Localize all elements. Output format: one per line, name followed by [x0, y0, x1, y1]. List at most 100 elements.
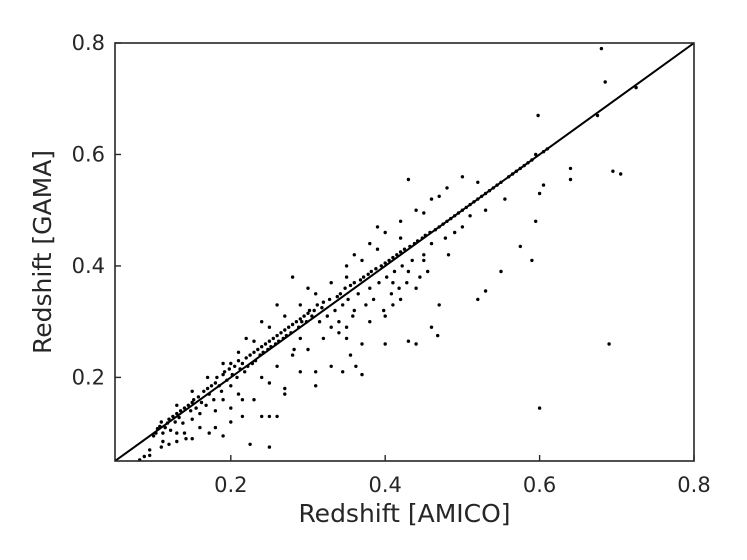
data-point	[221, 372, 225, 377]
data-point	[599, 46, 604, 51]
data-point	[290, 322, 295, 327]
data-point	[186, 403, 190, 407]
data-point	[341, 303, 345, 307]
data-point	[306, 311, 310, 315]
data-point	[607, 342, 611, 346]
data-point	[221, 398, 225, 402]
data-point	[327, 297, 332, 302]
data-point	[219, 389, 224, 393]
data-point	[371, 297, 376, 302]
data-point	[398, 236, 403, 240]
data-point	[333, 308, 337, 313]
data-point	[209, 384, 214, 388]
data-point	[196, 395, 201, 399]
data-point	[348, 353, 353, 357]
data-point	[198, 425, 202, 430]
data-point	[329, 325, 333, 329]
data-point	[391, 255, 395, 260]
data-point	[406, 269, 411, 274]
data-point	[229, 406, 233, 410]
y-tick-label: 0.8	[72, 31, 105, 55]
data-point	[364, 303, 368, 307]
data-point	[541, 183, 546, 187]
data-point	[429, 241, 434, 246]
data-point	[383, 261, 387, 265]
data-point	[429, 197, 434, 201]
data-point	[151, 434, 156, 438]
data-point	[290, 275, 295, 279]
data-point	[611, 169, 615, 173]
data-point	[368, 241, 372, 246]
x-axis-label: Redshift [AMICO]	[298, 499, 510, 528]
data-point	[337, 320, 341, 324]
data-point	[236, 350, 241, 354]
data-point	[142, 454, 146, 459]
data-point	[207, 431, 211, 435]
x-tick-label: 0.2	[214, 473, 247, 497]
data-point	[236, 359, 241, 363]
data-point	[387, 258, 391, 263]
y-tick-label: 0.6	[72, 142, 105, 166]
data-point	[503, 197, 507, 201]
data-point	[298, 370, 302, 374]
data-point	[352, 308, 356, 313]
data-point	[171, 414, 175, 419]
data-point	[271, 336, 275, 341]
data-point	[534, 152, 538, 157]
data-point	[177, 415, 181, 420]
data-point	[175, 439, 179, 444]
data-point	[383, 314, 387, 318]
data-point	[344, 275, 349, 279]
data-point	[422, 258, 426, 263]
data-point	[306, 286, 310, 290]
data-point	[252, 339, 256, 343]
data-point	[338, 292, 343, 296]
data-point	[190, 417, 194, 421]
data-point	[377, 281, 381, 285]
data-point	[366, 272, 370, 276]
data-point	[243, 370, 247, 374]
data-point	[344, 264, 349, 268]
data-point	[294, 320, 299, 324]
data-point	[190, 400, 194, 405]
data-point	[568, 177, 573, 182]
data-point	[382, 308, 386, 313]
data-point	[344, 336, 349, 341]
data-point	[267, 445, 272, 449]
data-point	[375, 225, 380, 229]
data-point	[240, 398, 245, 402]
data-point	[221, 361, 225, 366]
data-point	[283, 314, 287, 318]
data-point	[483, 289, 488, 293]
data-point	[320, 306, 324, 310]
data-point	[222, 370, 227, 374]
data-point	[389, 292, 394, 296]
data-point	[175, 431, 179, 435]
data-point	[229, 384, 233, 388]
data-point	[314, 384, 318, 388]
data-point	[391, 281, 395, 285]
data-point	[279, 331, 283, 335]
data-point	[536, 113, 540, 118]
data-point	[190, 437, 194, 441]
data-point	[356, 292, 360, 296]
data-point	[290, 353, 295, 357]
data-point	[260, 345, 264, 349]
data-point	[346, 297, 350, 302]
x-axis-ticks: 0.2 0.4 0.6 0.8	[214, 455, 711, 497]
data-point	[530, 258, 534, 263]
data-point	[406, 339, 411, 343]
data-point	[518, 244, 522, 249]
data-point	[161, 439, 165, 444]
data-point	[213, 425, 218, 430]
data-point	[292, 347, 296, 352]
data-point	[182, 406, 187, 410]
data-point	[175, 411, 179, 416]
data-point	[173, 420, 177, 424]
reference-line	[114, 42, 695, 462]
data-point	[252, 350, 256, 354]
data-point	[453, 230, 457, 235]
data-point	[244, 356, 248, 360]
data-point	[352, 281, 356, 285]
